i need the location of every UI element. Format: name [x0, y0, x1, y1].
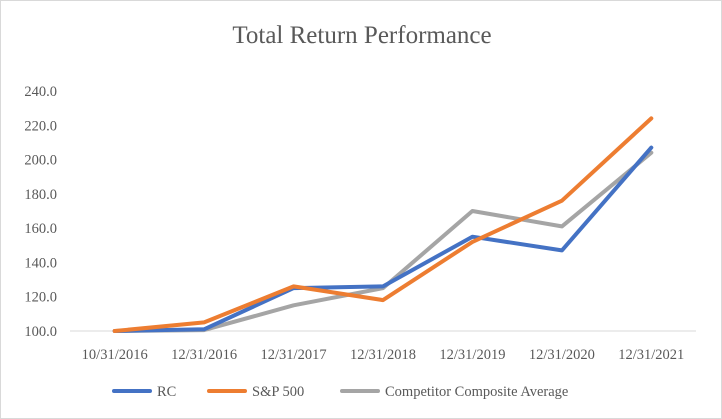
x-tick-label: 10/31/2016	[82, 347, 148, 363]
x-tick-label: 12/31/2017	[261, 347, 327, 363]
legend-label: S&P 500	[252, 384, 304, 400]
x-tick-label: 12/31/2018	[350, 347, 416, 363]
series-line-1	[112, 116, 654, 333]
series-line-0	[112, 145, 654, 333]
x-tick-label: 12/31/2016	[171, 347, 237, 363]
legend-label: Competitor Composite Average	[385, 384, 568, 400]
y-tick-label: 120.0	[24, 290, 57, 306]
y-tick-label: 200.0	[24, 153, 57, 169]
legend-label: RC	[157, 384, 176, 400]
y-tick-label: 180.0	[24, 187, 57, 203]
x-tick-label: 12/31/2021	[618, 347, 684, 363]
chart-title: Total Return Performance	[232, 22, 491, 49]
x-tick-label: 12/31/2020	[529, 347, 595, 363]
legend: RC S&P 500 Competitor Composite Average	[112, 384, 568, 400]
y-tick-label: 100.0	[24, 324, 57, 340]
y-tick-label: 240.0	[24, 84, 57, 100]
series-lines	[112, 116, 654, 333]
y-tick-label: 140.0	[24, 255, 57, 271]
y-tick-label: 220.0	[24, 118, 57, 134]
x-tick-label: 12/31/2019	[439, 347, 505, 363]
x-axis-ticks: 10/31/2016 12/31/2016 12/31/2017 12/31/2018…	[82, 347, 685, 363]
y-axis-ticks: 100.0 120.0 140.0 160.0 180.0 200.0 220.0 240.0	[24, 84, 57, 340]
y-tick-label: 160.0	[24, 221, 57, 237]
